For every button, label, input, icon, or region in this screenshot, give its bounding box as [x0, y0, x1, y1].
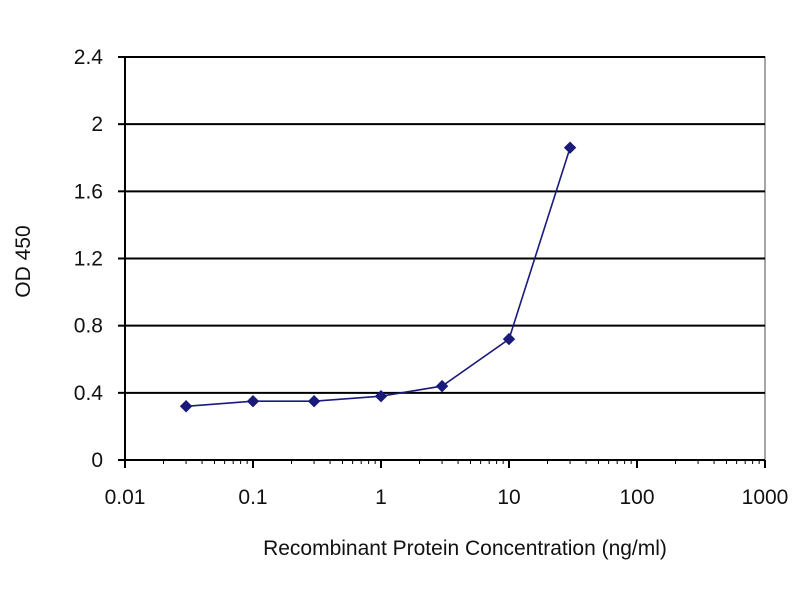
y-axis-title: OD 450 — [12, 225, 35, 297]
y-tick-label-2: 0.8 — [74, 315, 103, 338]
data-point-3 — [374, 389, 388, 403]
y-tick-label-5: 2 — [91, 113, 103, 136]
y-tick-label-6: 2.4 — [74, 46, 104, 69]
gridlines — [125, 56, 765, 394]
data-point-5 — [502, 332, 516, 346]
x-tick-label-1: 0.1 — [238, 486, 267, 509]
x-tick-label-5: 1000 — [742, 486, 789, 509]
data-point-0 — [179, 400, 193, 413]
x-axis-title: Recombinant Protein Concentration (ng/ml… — [263, 537, 667, 560]
y-tick-label-0: 0 — [91, 449, 103, 472]
data-point-6 — [563, 141, 577, 154]
x-tick-label-3: 10 — [497, 486, 520, 509]
x-tick-label-4: 100 — [619, 486, 654, 509]
data-point-4 — [435, 379, 449, 393]
series-line-0 — [186, 147, 571, 408]
x-tick-label-2: 1 — [375, 486, 387, 509]
series-group — [179, 141, 577, 413]
x-tick-label-0: 0.01 — [105, 486, 146, 509]
y-tick-label-3: 1.2 — [74, 248, 103, 271]
data-point-1 — [246, 395, 260, 408]
y-axis-ticks: 0 0.4 0.8 1.2 1.6 2 2.4 — [74, 46, 125, 472]
data-point-2 — [307, 395, 321, 408]
y-tick-label-1: 0.4 — [74, 382, 104, 405]
y-tick-label-4: 1.6 — [74, 180, 103, 203]
x-axis-ticks: 0.01 0.1 1 10 100 1000 — [105, 460, 789, 509]
